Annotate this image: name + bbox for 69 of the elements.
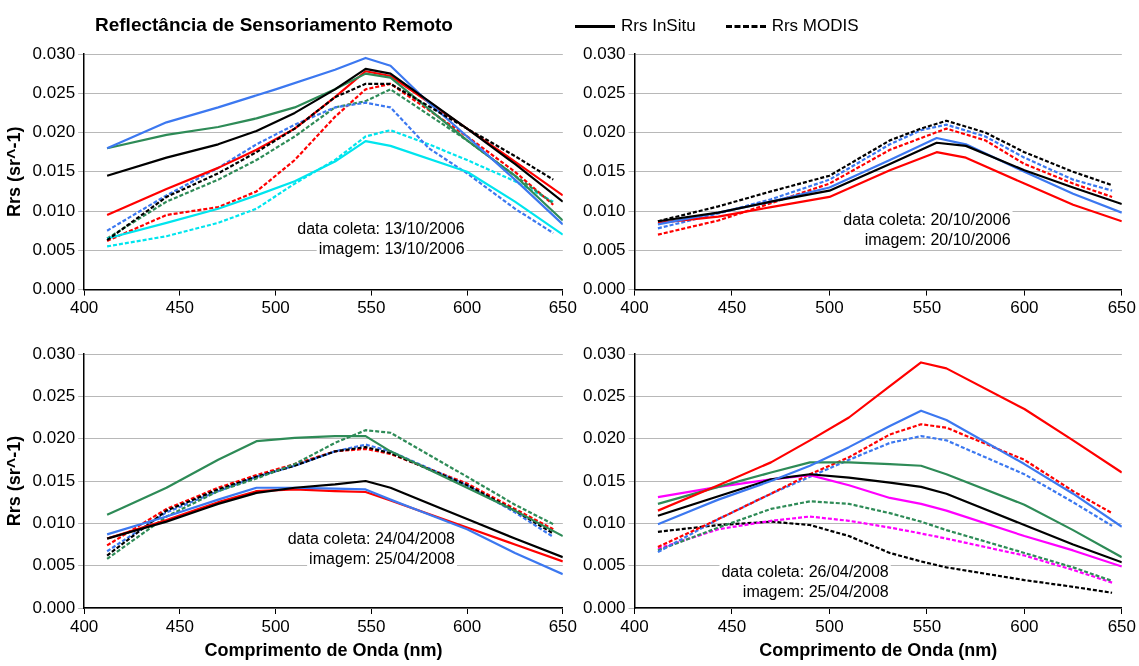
y-tick-label: 0.000 [32, 279, 76, 299]
x-tick-label: 600 [1010, 298, 1039, 318]
x-tick-label: 450 [165, 616, 195, 636]
y-axis-title: Rrs (sr^-1) [3, 126, 24, 218]
y-tick-label: 0.030 [32, 43, 76, 63]
x-axis-title: Comprimento de Onda (nm) [759, 640, 998, 661]
x-tick-label: 400 [620, 616, 649, 636]
y-axis-title: Rrs (sr^-1) [3, 435, 24, 527]
y-tick-label: 0.025 [582, 82, 626, 102]
x-tick-label: 550 [357, 298, 386, 318]
chart-title: Reflectância de Sensoriamento Remoto [95, 14, 453, 36]
x-tick-label: 550 [912, 298, 942, 318]
y-tick-label: 0.020 [32, 428, 76, 448]
annotation: data coleta: 26/04/2008 [721, 563, 889, 581]
x-tick-label: 600 [452, 616, 482, 636]
annotation: data coleta: 20/10/2006 [843, 210, 1011, 228]
y-tick-label: 0.020 [32, 122, 76, 142]
line-series [656, 515, 1114, 584]
x-tick-label: 600 [452, 298, 482, 318]
annotation: imagem: 20/10/2006 [864, 230, 1011, 248]
y-tick-label: 0.015 [32, 470, 76, 490]
y-tick-label: 0.010 [582, 513, 626, 533]
y-tick-label: 0.005 [582, 240, 626, 260]
x-tick-label: 600 [1010, 616, 1039, 636]
x-tick-label: 500 [815, 616, 844, 636]
y-tick-label: 0.020 [582, 428, 626, 448]
x-tick-label: 650 [1107, 616, 1137, 636]
x-axis-title: Comprimento de Onda (nm) [204, 640, 443, 661]
x-tick-label: 450 [165, 298, 195, 318]
y-tick-label: 0.015 [582, 161, 626, 181]
y-tick-label: 0.025 [582, 386, 626, 406]
x-tick-label: 400 [69, 298, 99, 318]
y-tick-label: 0.030 [582, 43, 626, 63]
y-tick-label: 0.025 [32, 386, 76, 406]
x-tick-label: 500 [815, 298, 844, 318]
y-tick-label: 0.025 [32, 82, 76, 102]
x-tick-label: 550 [357, 616, 386, 636]
y-tick-label: 0.005 [32, 240, 76, 260]
x-tick-label: 650 [548, 298, 578, 318]
y-tick-label: 0.010 [582, 200, 626, 220]
y-tick-label: 0.015 [582, 470, 626, 490]
y-tick-label: 0.020 [582, 122, 626, 142]
x-tick-label: 500 [261, 616, 290, 636]
x-tick-label: 550 [912, 616, 942, 636]
y-tick-label: 0.030 [32, 343, 76, 363]
annotation: imagem: 25/04/2008 [742, 583, 889, 601]
y-tick-label: 0.005 [32, 555, 76, 575]
x-tick-label: 650 [548, 616, 578, 636]
x-tick-label: 450 [717, 298, 747, 318]
y-tick-label: 0.030 [582, 343, 626, 363]
line-series [656, 500, 1114, 583]
y-tick-label: 0.015 [32, 161, 76, 181]
x-tick-label: 500 [261, 298, 290, 318]
y-tick-label: 0.000 [582, 279, 626, 299]
legend-label: Rrs InSitu [621, 16, 696, 36]
annotation: data coleta: 24/04/2008 [287, 530, 456, 548]
y-tick-label: 0.010 [32, 513, 76, 533]
annotation: imagem: 25/04/2008 [309, 550, 456, 568]
x-tick-label: 650 [1107, 298, 1137, 318]
annotation: imagem: 13/10/2006 [318, 239, 465, 257]
x-tick-label: 400 [69, 616, 99, 636]
y-tick-label: 0.010 [32, 200, 76, 220]
y-tick-label: 0.005 [582, 555, 626, 575]
x-tick-label: 400 [620, 298, 649, 318]
legend-label: Rrs MODIS [771, 16, 859, 36]
y-tick-label: 0.000 [32, 597, 76, 617]
x-tick-label: 450 [717, 616, 747, 636]
annotation: data coleta: 13/10/2006 [297, 219, 465, 237]
y-tick-label: 0.000 [582, 597, 626, 617]
